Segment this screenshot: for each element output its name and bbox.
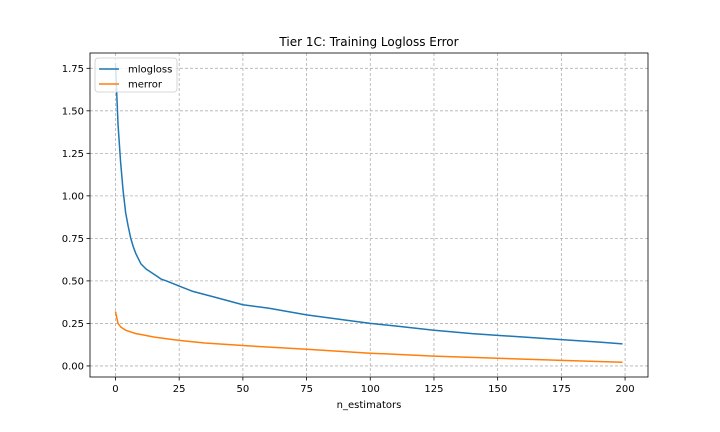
x-tick-label: 0 (112, 384, 118, 395)
y-tick-label: 1.00 (62, 191, 84, 202)
legend-label-merror: merror (128, 80, 163, 91)
series-line-mlogloss (114, 63, 623, 345)
y-tick-label: 0.25 (62, 319, 84, 330)
x-tick-label: 200 (616, 384, 635, 395)
y-tick-label: 1.50 (62, 106, 84, 117)
x-tick-label: 100 (361, 384, 380, 395)
y-tick-label: 0.50 (62, 276, 84, 287)
y-axis-ticks: 0.00 0.25 0.50 0.75 1.00 1.25 1.50 1.75 (62, 64, 90, 372)
y-tick-label: 0.75 (62, 234, 84, 245)
legend-label-mlogloss: mlogloss (128, 65, 172, 76)
x-axis-ticks: 0 25 50 75 100 125 150 175 200 (112, 377, 635, 395)
y-tick-label: 0.00 (62, 361, 84, 372)
y-tick-label: 1.25 (62, 149, 84, 160)
x-axis-label: n_estimators (337, 400, 402, 411)
chart-title: Tier 1C: Training Logloss Error (278, 35, 458, 49)
x-tick-label: 75 (300, 384, 313, 395)
x-tick-label: 150 (488, 384, 507, 395)
x-tick-label: 125 (424, 384, 443, 395)
legend: mlogloss merror (94, 57, 178, 93)
series-lines (114, 63, 623, 363)
x-tick-label: 25 (173, 384, 186, 395)
x-tick-label: 50 (237, 384, 250, 395)
x-tick-label: 175 (552, 384, 571, 395)
series-line-merror (114, 311, 623, 363)
grid-lines (90, 53, 648, 377)
y-tick-label: 1.75 (62, 64, 84, 75)
plot-frame (89, 52, 649, 378)
